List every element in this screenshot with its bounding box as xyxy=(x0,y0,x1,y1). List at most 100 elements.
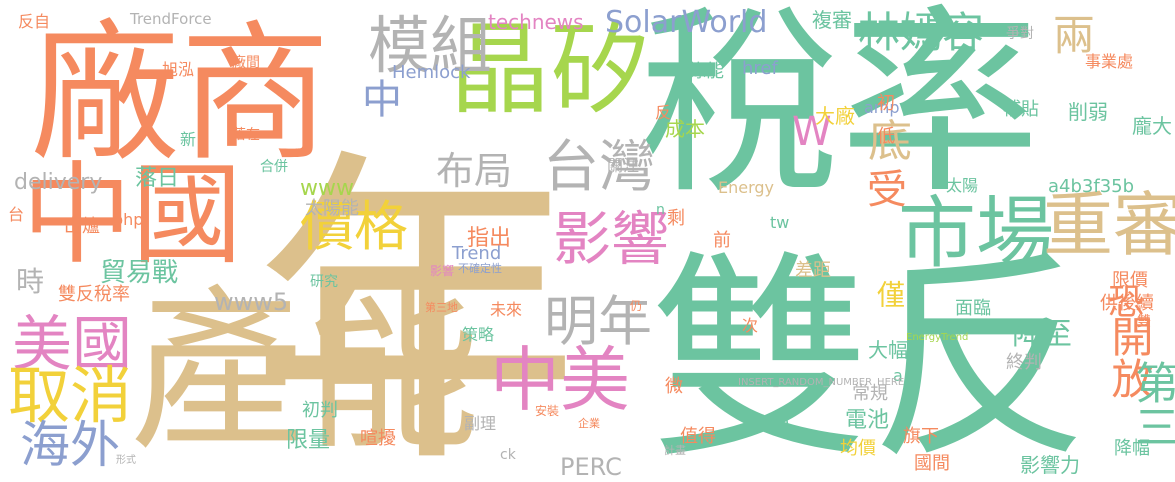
word-40: 大幅 xyxy=(868,338,908,362)
word-37: 落日 xyxy=(135,166,180,191)
word-100: n xyxy=(656,202,665,218)
word-64: 大廠 xyxy=(815,104,855,128)
word-48: Hemlock xyxy=(392,62,471,83)
word-31: 時 xyxy=(16,265,45,298)
word-8: 林嫣容 xyxy=(858,8,985,57)
word-72: amp xyxy=(864,98,900,117)
word-65: 補貼 xyxy=(1003,99,1039,120)
word-15: 明年 xyxy=(544,290,652,353)
word-111: 企業 xyxy=(578,417,600,430)
word-44: a4b3f35b xyxy=(1048,176,1135,197)
word-29: 恐 xyxy=(1108,282,1145,323)
word-109: 影響 xyxy=(430,264,455,278)
word-0: 年 xyxy=(250,123,580,482)
word-61: 終判 xyxy=(1006,352,1042,373)
word-10: 重審 xyxy=(1043,184,1175,266)
word-59: 降幅 xyxy=(1114,438,1150,459)
word-19: 開放 xyxy=(1105,315,1154,399)
word-4: 產能 xyxy=(130,271,480,474)
word-75: 旭泓 xyxy=(162,60,195,79)
word-79: 未來 xyxy=(490,300,523,319)
word-80: 副理 xyxy=(464,414,497,433)
word-53: 常規 xyxy=(852,383,888,404)
word-3: 廠商 xyxy=(30,8,331,182)
word-21: 底 xyxy=(868,116,912,167)
word-68: 事業處 xyxy=(1085,52,1134,71)
word-24: 受 xyxy=(867,167,907,213)
word-43: 太陽能 xyxy=(305,198,359,219)
word-11: 台灣 xyxy=(543,135,655,200)
word-50: 限價 xyxy=(1112,270,1148,291)
word-107: 第三地 xyxy=(425,301,458,314)
word-62: 差距 xyxy=(795,260,831,281)
word-35: www xyxy=(300,176,354,201)
word-60: 供後續 xyxy=(1100,293,1154,314)
word-7: 模組 xyxy=(368,9,493,82)
word-25: 兩 xyxy=(1053,11,1096,60)
word-104: EnergyTrend xyxy=(906,332,969,343)
word-98: 台 xyxy=(8,205,25,224)
word-76: 反自 xyxy=(18,12,51,31)
word-41: 面臨 xyxy=(955,298,991,319)
word-51: 影響力 xyxy=(1020,453,1080,477)
word-73: Energy xyxy=(718,178,775,197)
word-52: 電池 xyxy=(845,408,890,433)
word-27: SolarWorld xyxy=(605,5,768,40)
word-92: 微 xyxy=(665,376,683,397)
word-32: 貿易戰 xyxy=(100,258,179,288)
word-103: INSERT_RANDOM_NUMBER_HERE xyxy=(738,377,905,388)
word-23: 布局 xyxy=(436,149,513,193)
word-22: W xyxy=(792,109,832,155)
word-46: PERC xyxy=(560,453,622,481)
word-36: delivery xyxy=(14,170,103,195)
word-66: 削弱 xyxy=(1068,100,1108,124)
word-91: 次 xyxy=(742,316,759,335)
word-56: 初判 xyxy=(302,400,338,421)
word-13: 價格 xyxy=(300,195,408,258)
word-55: 限量 xyxy=(286,428,331,453)
word-42: 指出 xyxy=(467,226,512,251)
word-81: 值得 xyxy=(680,426,716,447)
word-101: 太陽 xyxy=(946,176,979,195)
word-95: 初 xyxy=(877,93,895,114)
word-57: 旗下 xyxy=(903,426,939,447)
word-14: 中美 xyxy=(490,339,630,421)
word-17: 取消 xyxy=(8,359,133,432)
word-74: 關注 xyxy=(607,156,640,175)
word-58: 國間 xyxy=(914,453,950,474)
word-18: 海外 xyxy=(20,416,120,474)
word-33: 雙反稅率 xyxy=(58,284,130,305)
word-96: 低 xyxy=(877,126,895,147)
word-110: 安裝 xyxy=(535,404,560,418)
word-108: 計畫 xyxy=(664,444,686,457)
word-1: 稅率 xyxy=(640,0,1041,221)
word-28: technews xyxy=(488,10,584,34)
word-70: 綠能 xyxy=(688,61,724,82)
word-106: 仍 xyxy=(630,299,643,313)
word-105: 不確定性 xyxy=(458,262,502,275)
word-97: 反 xyxy=(655,103,672,122)
word-88: tw xyxy=(770,213,790,232)
word-99: a xyxy=(893,366,903,385)
word-26: 中 xyxy=(362,77,402,123)
word-2: 雙反 xyxy=(650,232,1091,482)
word-83: 合併 xyxy=(260,159,288,175)
word-54: 均價 xyxy=(840,438,876,459)
word-39: 僅 xyxy=(873,280,906,308)
word-102: 雙 xyxy=(1137,314,1151,330)
word-71: href xyxy=(742,58,778,79)
word-45: 出爐 xyxy=(64,216,100,237)
word-5: 中國 xyxy=(22,151,242,279)
word-12: 影響 xyxy=(553,205,670,273)
word-20: 第三 xyxy=(1127,360,1175,448)
word-82: 喧擾 xyxy=(360,428,396,449)
word-85: 廠間 xyxy=(232,55,260,71)
word-16: 美國 xyxy=(12,310,132,380)
word-9: 市場 xyxy=(898,189,1055,279)
word-93: 前 xyxy=(713,230,731,251)
word-38: 複審 xyxy=(812,8,852,32)
word-34: www5 xyxy=(214,288,289,316)
word-90: cb xyxy=(770,412,789,431)
word-94: 剩 xyxy=(667,208,685,229)
